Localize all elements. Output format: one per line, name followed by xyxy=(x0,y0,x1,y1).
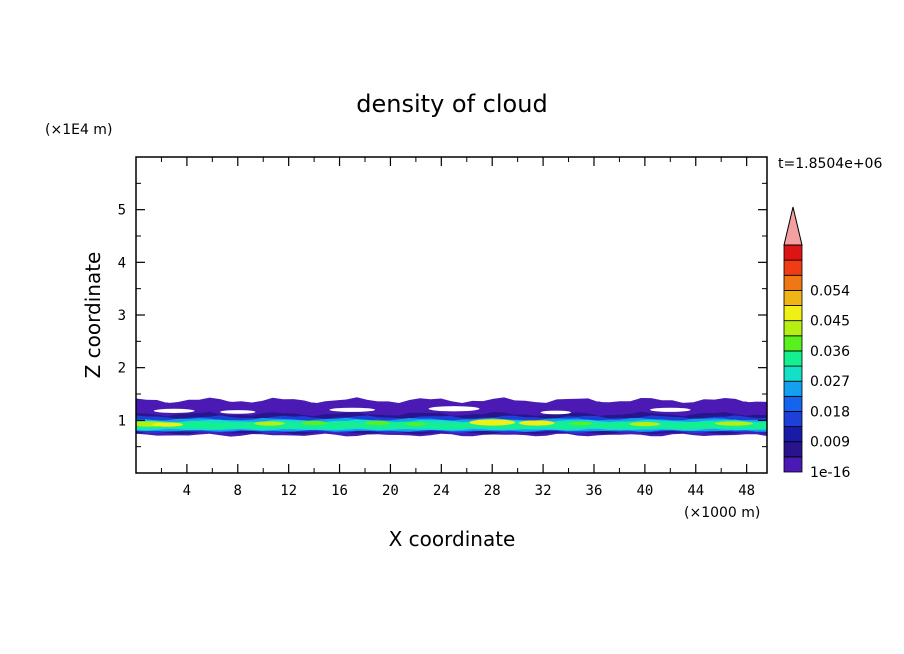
time-label: t=1.8504e+06 xyxy=(778,156,882,172)
colorbar-swatch xyxy=(783,395,803,412)
x-axis-ticks: 4 8 12 16 20 24 28 32 36 40 44 48 xyxy=(160,157,755,499)
y-tick-label: 3 xyxy=(118,308,126,324)
colorbar-swatch xyxy=(783,380,803,397)
colorbar-tick-label: 0.027 xyxy=(810,374,850,390)
colorbar-swatch xyxy=(783,259,803,276)
x-tick-label: 44 xyxy=(687,483,704,499)
density-peak-cell xyxy=(152,422,184,427)
density-peak-cell xyxy=(469,419,516,426)
colorbar-swatch xyxy=(783,426,803,443)
density-peak-cell xyxy=(254,421,285,426)
chart-title: density of cloud xyxy=(356,90,547,118)
density-peak-cell xyxy=(405,422,427,426)
y-unit-label: (×1E4 m) xyxy=(45,122,112,138)
density-peak-cell xyxy=(714,421,754,426)
x-tick-label: 12 xyxy=(280,483,297,499)
density-peak-cell xyxy=(518,420,555,426)
colorbar-swatch xyxy=(783,411,803,428)
density-peak-cell xyxy=(364,420,391,426)
colorbar-swatch xyxy=(783,365,803,382)
x-tick-label: 8 xyxy=(234,483,242,499)
colorbar-tick-label: 0.009 xyxy=(810,435,850,451)
x-tick-label: 4 xyxy=(183,483,191,499)
x-tick-label: 40 xyxy=(636,483,653,499)
density-field xyxy=(136,397,767,437)
colorbar-overflow-arrow xyxy=(783,206,803,246)
density-gap xyxy=(428,406,480,412)
x-tick-label: 16 xyxy=(331,483,348,499)
density-gap xyxy=(329,407,376,412)
colorbar-tick-label: 1e-16 xyxy=(810,465,850,481)
x-tick-label: 24 xyxy=(433,483,450,499)
density-peak-cell xyxy=(301,420,327,426)
x-tick-label: 32 xyxy=(535,483,552,499)
x-tick-label: 36 xyxy=(586,483,603,499)
density-gap xyxy=(540,410,572,415)
colorbar-swatch xyxy=(783,289,803,306)
density-gap xyxy=(649,407,691,412)
density-band-5 xyxy=(136,421,767,429)
density-gap xyxy=(153,408,195,413)
x-tick-label: 28 xyxy=(484,483,501,499)
colorbar-tick-label: 0.054 xyxy=(810,283,850,299)
colorbar-swatch xyxy=(783,456,803,473)
colorbar-swatch xyxy=(783,335,803,352)
colorbar-swatch xyxy=(783,441,803,458)
colorbar-tick-label: 0.045 xyxy=(810,314,850,330)
y-tick-label: 4 xyxy=(118,255,126,271)
colorbar-swatch xyxy=(783,274,803,291)
colorbar-tick-label: 0.036 xyxy=(810,344,850,360)
x-tick-label: 48 xyxy=(738,483,755,499)
colorbar-swatch xyxy=(783,350,803,367)
y-tick-label: 1 xyxy=(118,413,126,429)
colorbar-swatch xyxy=(783,305,803,322)
y-axis-label: Z coordinate xyxy=(81,252,105,379)
colorbar: 1e-16 0.009 0.018 0.027 0.036 0.045 0.054 xyxy=(783,206,850,481)
colorbar-tick-label: 0.018 xyxy=(810,404,850,420)
density-gap xyxy=(219,410,256,414)
x-axis-label: X coordinate xyxy=(389,527,516,551)
x-unit-label: (×1000 m) xyxy=(684,505,760,521)
x-tick-label: 20 xyxy=(382,483,399,499)
y-tick-label: 5 xyxy=(118,203,126,219)
density-peak-cell xyxy=(569,421,593,426)
y-tick-label: 2 xyxy=(118,361,126,377)
density-band-upper xyxy=(136,397,767,412)
density-peak-cell xyxy=(629,421,661,427)
colorbar-swatch xyxy=(783,244,803,261)
y-axis-ticks: 1 2 3 4 5 xyxy=(118,182,767,448)
colorbar-swatch xyxy=(783,320,803,337)
